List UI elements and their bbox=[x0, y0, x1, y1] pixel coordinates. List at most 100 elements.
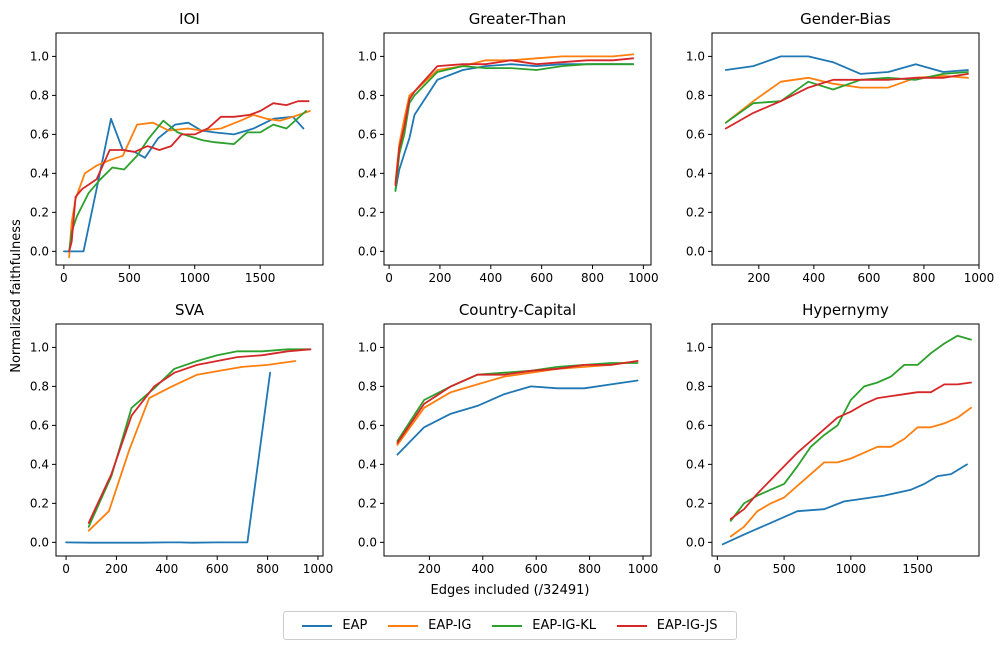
series-line-eap-ig-kl bbox=[729, 334, 972, 522]
panel-title: SVA bbox=[175, 301, 205, 319]
y-tick-label: 0.8 bbox=[686, 379, 705, 393]
y-tick-label: 0.4 bbox=[358, 166, 377, 180]
x-tick-label: 0 bbox=[60, 271, 68, 285]
plot-frame bbox=[711, 32, 980, 266]
y-tick-label: 0.6 bbox=[30, 127, 49, 141]
legend-swatch-eap-ig bbox=[388, 624, 419, 627]
series-line-eap bbox=[63, 115, 305, 253]
x-tick-label: 500 bbox=[118, 271, 141, 285]
y-tick-label: 0.2 bbox=[686, 496, 705, 510]
y-tick-label: 0.0 bbox=[358, 535, 377, 549]
x-tick-label: 1000 bbox=[303, 562, 334, 576]
series-group bbox=[63, 100, 311, 259]
series-line-eap-ig bbox=[87, 360, 297, 532]
series-line-eap-ig bbox=[724, 75, 969, 124]
plot-frame bbox=[55, 32, 324, 266]
y-tick-label: 1.0 bbox=[686, 49, 705, 63]
x-tick-label: 1000 bbox=[836, 562, 867, 576]
x-axis-label: Edges included (/32491) bbox=[431, 583, 590, 598]
legend-item-eap-ig: EAP-IG bbox=[388, 618, 471, 633]
x-tick-label: 600 bbox=[857, 271, 880, 285]
y-tick-label: 0.0 bbox=[686, 244, 705, 258]
x-tick-label: 400 bbox=[155, 562, 178, 576]
x-tick-label: 600 bbox=[525, 562, 548, 576]
y-tick-label: 1.0 bbox=[358, 340, 377, 354]
legend-item-eap: EAP bbox=[302, 618, 367, 633]
x-tick-label: 200 bbox=[105, 562, 128, 576]
series-line-eap-ig-kl bbox=[396, 362, 639, 442]
y-tick-label: 0.0 bbox=[686, 535, 705, 549]
series-line-eap-ig-kl bbox=[394, 63, 635, 192]
y-tick-label: 0.2 bbox=[30, 205, 49, 219]
series-line-eap-ig bbox=[68, 110, 311, 259]
legend-item-eap-ig-kl: EAP-IG-KL bbox=[492, 618, 596, 633]
x-tick-label: 800 bbox=[581, 271, 604, 285]
x-tick-label: 0 bbox=[62, 562, 70, 576]
y-tick-label: 0.4 bbox=[30, 166, 49, 180]
y-tick-label: 0.6 bbox=[686, 127, 705, 141]
legend-swatch-eap-ig-js bbox=[616, 624, 647, 627]
panel-title: Country-Capital bbox=[459, 301, 576, 319]
x-tick-label: 400 bbox=[479, 271, 502, 285]
y-tick-label: 0.0 bbox=[30, 535, 49, 549]
y-tick-label: 0.8 bbox=[358, 88, 377, 102]
x-tick-label: 1000 bbox=[628, 562, 659, 576]
y-tick-label: 0.8 bbox=[686, 88, 705, 102]
y-tick-label: 0.2 bbox=[686, 205, 705, 219]
series-line-eap-ig-kl bbox=[724, 71, 969, 124]
x-tick-label: 200 bbox=[428, 271, 451, 285]
y-tick-label: 0.4 bbox=[358, 457, 377, 471]
x-tick-label: 800 bbox=[256, 562, 279, 576]
plot-frame bbox=[55, 323, 324, 557]
y-tick-label: 1.0 bbox=[30, 340, 49, 354]
y-tick-label: 0.2 bbox=[358, 205, 377, 219]
panel-title: Gender-Bias bbox=[800, 10, 891, 28]
series-line-eap-ig-js bbox=[68, 100, 310, 253]
panel-hypernymy: Hypernymy 0 500 1000 1500 0.0 0.2 0.4 0.6 0.8 1.0 bbox=[686, 301, 980, 576]
y-tick-label: 1.0 bbox=[686, 340, 705, 354]
series-group bbox=[721, 334, 972, 546]
y-tick-label: 0.8 bbox=[358, 379, 377, 393]
y-tick-label: 0.0 bbox=[358, 244, 377, 258]
y-tick-label: 0.6 bbox=[30, 418, 49, 432]
series-line-eap-ig-js bbox=[724, 73, 969, 130]
x-tick-label: 200 bbox=[747, 271, 770, 285]
x-tick-label: 800 bbox=[578, 562, 601, 576]
legend-label-eap-ig-js: EAP-IG-JS bbox=[656, 618, 718, 633]
series-line-eap-ig-kl bbox=[87, 348, 312, 528]
series-group bbox=[724, 55, 969, 130]
x-tick-label: 600 bbox=[530, 271, 553, 285]
series-line-eap bbox=[394, 63, 635, 192]
y-tick-label: 0.2 bbox=[358, 496, 377, 510]
y-tick-label: 1.0 bbox=[358, 49, 377, 63]
x-tick-label: 400 bbox=[471, 562, 494, 576]
y-tick-label: 0.4 bbox=[686, 457, 705, 471]
plot-frame bbox=[383, 32, 652, 266]
plot-frame bbox=[711, 323, 980, 557]
x-tick-label: 1500 bbox=[902, 562, 933, 576]
series-line-eap-ig-js bbox=[87, 348, 312, 524]
y-tick-label: 0.2 bbox=[30, 496, 49, 510]
y-axis-label: Normalized faithfulness bbox=[9, 219, 24, 373]
legend-label-eap-ig-kl: EAP-IG-KL bbox=[532, 618, 596, 633]
series-line-eap bbox=[396, 379, 639, 456]
panel-greater-than: Greater-Than 0 200 400 600 800 1000 0.0 0.2 0.4 0.… bbox=[358, 10, 659, 285]
x-tick-label: 600 bbox=[206, 562, 229, 576]
y-tick-label: 0.6 bbox=[358, 127, 377, 141]
x-tick-label: 1500 bbox=[245, 271, 276, 285]
panel-country-capital: Country-Capital 200 400 600 800 1000 0.0 0.2 0.4… bbox=[358, 301, 658, 576]
y-tick-label: 0.4 bbox=[30, 457, 49, 471]
panel-ioi: IOI 0 500 1000 1500 0.0 0.2 0.4 0.6 0.8 1.0 bbox=[30, 10, 324, 285]
legend-item-eap-ig-js: EAP-IG-JS bbox=[616, 618, 718, 633]
panel-title: IOI bbox=[179, 10, 200, 28]
y-tick-label: 0.0 bbox=[30, 244, 49, 258]
legend: EAP EAP-IG EAP-IG-KL EAP-IG-JS bbox=[283, 611, 737, 640]
x-tick-label: 1000 bbox=[964, 271, 995, 285]
y-tick-label: 0.6 bbox=[686, 418, 705, 432]
series-line-eap-ig-js bbox=[396, 360, 639, 444]
series-line-eap bbox=[65, 371, 271, 544]
legend-label-eap: EAP bbox=[342, 618, 368, 633]
panel-gender-bias: Gender-Bias 200 400 600 800 1000 0.0 0.2 0.4 0.6 0… bbox=[686, 10, 994, 285]
series-line-eap bbox=[724, 55, 969, 75]
